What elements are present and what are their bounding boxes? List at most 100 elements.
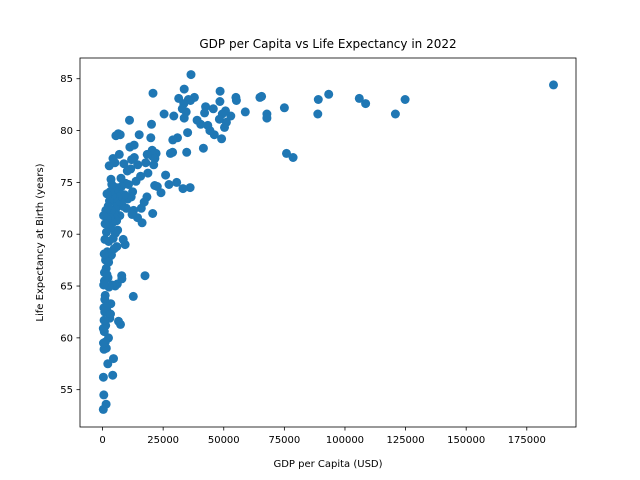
data-point xyxy=(116,173,126,183)
data-point xyxy=(140,271,150,281)
data-point xyxy=(100,219,110,229)
data-point xyxy=(117,271,127,281)
plot-frame xyxy=(79,57,577,428)
data-point xyxy=(179,84,189,94)
data-point xyxy=(174,93,184,103)
data-point xyxy=(106,174,116,184)
data-point xyxy=(148,209,158,218)
data-point xyxy=(108,154,118,163)
data-point xyxy=(98,324,108,333)
data-point xyxy=(125,142,135,152)
data-point xyxy=(102,270,112,280)
data-point xyxy=(104,161,114,171)
data-point xyxy=(119,159,129,169)
y-tick-label: 55 xyxy=(60,385,73,396)
data-point xyxy=(150,181,160,190)
x-axis-label: GDP per Capita (USD) xyxy=(273,459,382,470)
data-point xyxy=(99,338,108,348)
data-point xyxy=(262,113,272,123)
data-point xyxy=(103,359,113,369)
data-point xyxy=(164,180,174,189)
data-point xyxy=(114,316,123,326)
data-point xyxy=(98,372,108,382)
data-point xyxy=(282,148,291,158)
data-point xyxy=(354,93,364,103)
data-point xyxy=(142,149,152,159)
data-point xyxy=(149,160,159,170)
x-tick-label: 50000 xyxy=(208,435,240,446)
data-point xyxy=(109,354,118,364)
data-point xyxy=(208,104,218,114)
data-point xyxy=(172,177,182,187)
data-point xyxy=(169,111,179,121)
data-point xyxy=(102,189,112,199)
data-point xyxy=(99,280,109,290)
data-point xyxy=(148,88,158,98)
x-tick-label: 175000 xyxy=(508,435,546,446)
data-point xyxy=(200,108,210,118)
x-tick-label: 75000 xyxy=(268,435,300,446)
data-point xyxy=(101,302,111,312)
data-point xyxy=(99,390,109,400)
data-points xyxy=(98,70,558,414)
data-point xyxy=(215,86,225,96)
chart-title: GDP per Capita vs Life Expectancy in 202… xyxy=(199,37,456,51)
data-point xyxy=(165,148,175,158)
data-point xyxy=(104,257,114,267)
y-tick-label: 75 xyxy=(60,178,73,189)
data-point xyxy=(185,183,195,193)
data-point xyxy=(217,134,227,144)
data-point xyxy=(128,291,138,301)
data-point xyxy=(99,211,109,221)
x-tick-label: 100000 xyxy=(326,435,364,446)
data-point xyxy=(324,89,334,99)
data-point xyxy=(279,103,289,113)
y-tick-label: 65 xyxy=(60,282,73,293)
data-point xyxy=(161,170,171,180)
data-point xyxy=(231,92,241,102)
data-point xyxy=(400,95,410,104)
x-tick-label: 150000 xyxy=(447,435,485,446)
data-point xyxy=(240,107,250,117)
data-point xyxy=(361,99,371,109)
y-tick-label: 70 xyxy=(60,230,73,241)
x-axis-ticks: 0 25000 50000 75000 100000 125000 150000 175000 xyxy=(99,427,546,446)
x-tick-label: 0 xyxy=(99,435,105,446)
data-point xyxy=(146,133,156,143)
data-point xyxy=(127,155,137,165)
data-point xyxy=(143,168,153,178)
data-point xyxy=(99,315,109,325)
data-point xyxy=(168,135,178,145)
x-tick-label: 25000 xyxy=(147,435,179,446)
y-axis-label: Life Expectancy at Birth (years) xyxy=(35,163,46,321)
data-point xyxy=(177,104,187,114)
y-tick-label: 60 xyxy=(60,333,73,344)
data-point xyxy=(100,234,110,244)
data-point xyxy=(100,295,110,304)
data-point xyxy=(390,109,400,119)
data-point xyxy=(111,131,121,141)
data-point xyxy=(198,143,208,153)
y-axis-ticks: 55 60 65 70 75 80 85 xyxy=(60,74,80,396)
data-point xyxy=(255,92,265,102)
data-point xyxy=(136,203,146,213)
data-point xyxy=(183,128,193,138)
y-tick-label: 80 xyxy=(60,126,73,137)
data-point xyxy=(106,309,115,319)
data-point xyxy=(102,227,111,237)
data-point xyxy=(192,115,202,125)
data-point xyxy=(215,97,225,106)
data-point xyxy=(159,109,169,119)
data-point xyxy=(108,370,118,380)
data-point xyxy=(127,210,137,219)
data-point xyxy=(214,114,224,124)
data-point xyxy=(549,80,558,90)
data-point xyxy=(182,147,192,157)
data-point xyxy=(98,404,108,414)
data-point xyxy=(141,158,151,168)
data-point xyxy=(186,70,196,80)
data-point xyxy=(288,153,298,162)
data-point xyxy=(125,115,134,125)
